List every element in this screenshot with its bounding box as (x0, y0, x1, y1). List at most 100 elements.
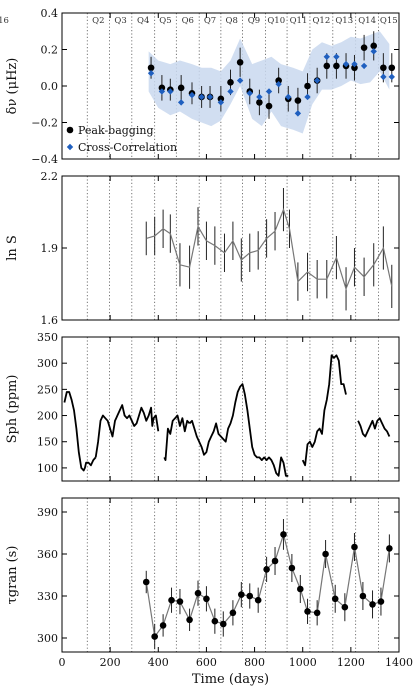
cross-correlation-point (275, 80, 282, 88)
data-point (333, 62, 340, 70)
data-point (377, 598, 385, 605)
data-point (359, 592, 367, 600)
x-tick-label: 200 (100, 656, 121, 669)
quarter-label: Q13 (335, 16, 353, 26)
y-tick-label: 0.4 (41, 7, 59, 20)
y-tick-label: 150 (37, 436, 58, 449)
data-point (280, 531, 287, 538)
data-point (351, 64, 358, 72)
quarter-label: Q4 (137, 16, 149, 26)
x-tick-label: 0 (59, 656, 66, 669)
data-point (265, 102, 273, 110)
panel-dnu: 0.4 0.2 0.0 −0.2 −0.4 δν (μHz) Q2 Q3 Q4 Q5 Q6 Q7 Q8 Q… (0, 7, 400, 166)
cross-correlation-point (333, 53, 340, 60)
data-point (294, 97, 302, 104)
sph-series-segment-3 (188, 383, 289, 477)
y-tick-label: 200 (37, 410, 58, 423)
cross-correlation-point (351, 60, 358, 68)
cross-correlation-point (342, 60, 350, 68)
series-line (146, 207, 393, 291)
cross-correlation-point (198, 93, 205, 101)
legend-marker-cross-correlation (66, 143, 74, 151)
data-point (186, 616, 193, 624)
quarter-label: Q10 (267, 16, 285, 26)
sph-series-segment-4 (301, 354, 347, 467)
cross-correlation-point (388, 73, 395, 81)
y-tick-label: −0.2 (31, 117, 58, 130)
data-point (219, 620, 227, 628)
y-tick-label: 330 (37, 590, 58, 603)
cross-correlation-point (246, 90, 253, 97)
y-tick-label: 2.2 (41, 170, 59, 183)
data-point (229, 609, 237, 617)
x-tick-label: 1200 (337, 656, 365, 669)
cross-correlation-point (236, 77, 244, 84)
data-point (211, 617, 219, 625)
y-tick-label: 0.0 (41, 80, 59, 93)
quarter-label: Q7 (204, 16, 216, 26)
x-tick-label: 600 (196, 656, 217, 669)
data-point (176, 598, 184, 605)
data-point (151, 633, 158, 640)
data-point (313, 609, 321, 617)
cross-correlation-point (147, 70, 155, 77)
quarter-label: Q9 (248, 16, 260, 26)
axes-frame (61, 175, 400, 321)
cross-correlation-point (265, 88, 273, 95)
cross-correlation-point (158, 88, 166, 95)
cross-correlation-point (370, 48, 377, 55)
cross-correlation-point (323, 53, 330, 60)
data-point (158, 84, 166, 92)
y-axis-label: τgran (s) (5, 546, 20, 605)
data-point (341, 603, 349, 611)
data-point (236, 58, 244, 66)
cross-correlation-point (294, 110, 302, 117)
cross-correlation-point (177, 99, 185, 106)
quarter-label: Q8 (226, 16, 238, 26)
legend-label-peak-bagging: Peak-bagging (78, 124, 154, 137)
data-point (246, 592, 254, 600)
data-point (254, 596, 262, 604)
cross-correlation-point (206, 93, 214, 101)
y-tick-label: 1.6 (41, 314, 59, 327)
sph-series-segment-0 (63, 391, 97, 472)
sph-series-segment-2 (163, 414, 191, 461)
x-tick-label: 1000 (289, 656, 317, 669)
data-point (271, 557, 279, 565)
data-point (386, 545, 393, 552)
y-tick-label: 360 (37, 548, 58, 561)
quarter-label: Q12 (312, 16, 330, 26)
cross-correlation-point (360, 62, 368, 70)
quarter-label: Q5 (159, 16, 171, 26)
data-point (380, 64, 387, 72)
data-point (304, 82, 311, 90)
data-point (203, 595, 210, 603)
y-tick-label: 300 (37, 357, 58, 370)
y-tick-label: −0.4 (31, 153, 58, 166)
y-tick-label: 0.2 (41, 44, 59, 57)
data-point (388, 64, 396, 72)
data-point (168, 596, 175, 604)
quarter-label: Q2 (92, 16, 104, 26)
data-point (323, 62, 331, 70)
y-tick-label: 350 (37, 331, 58, 344)
cross-correlation-point (256, 93, 263, 101)
cross-correlation-point (313, 77, 321, 84)
data-point (370, 42, 378, 50)
cross-correlation-point (188, 91, 196, 99)
x-tick-label: 1400 (385, 656, 413, 669)
axes-frame (61, 497, 400, 653)
cross-correlation-point (167, 88, 174, 95)
quarter-label: Q14 (358, 16, 376, 26)
data-point (304, 608, 311, 615)
data-point (360, 44, 368, 51)
quarter-label: Q11 (290, 16, 308, 26)
x-tick-label: 800 (244, 656, 265, 669)
data-point (238, 591, 245, 598)
data-point (159, 622, 167, 629)
panel-sph: 350 300 250 200 150 100 Sph (ppm) (5, 331, 400, 482)
y-tick-label: 250 (37, 383, 58, 396)
panel-tau: 390 360 330 300 τgran (s) 0 200 400 600 800 1000 12… (5, 497, 413, 687)
quarter-label: Q6 (182, 16, 194, 26)
